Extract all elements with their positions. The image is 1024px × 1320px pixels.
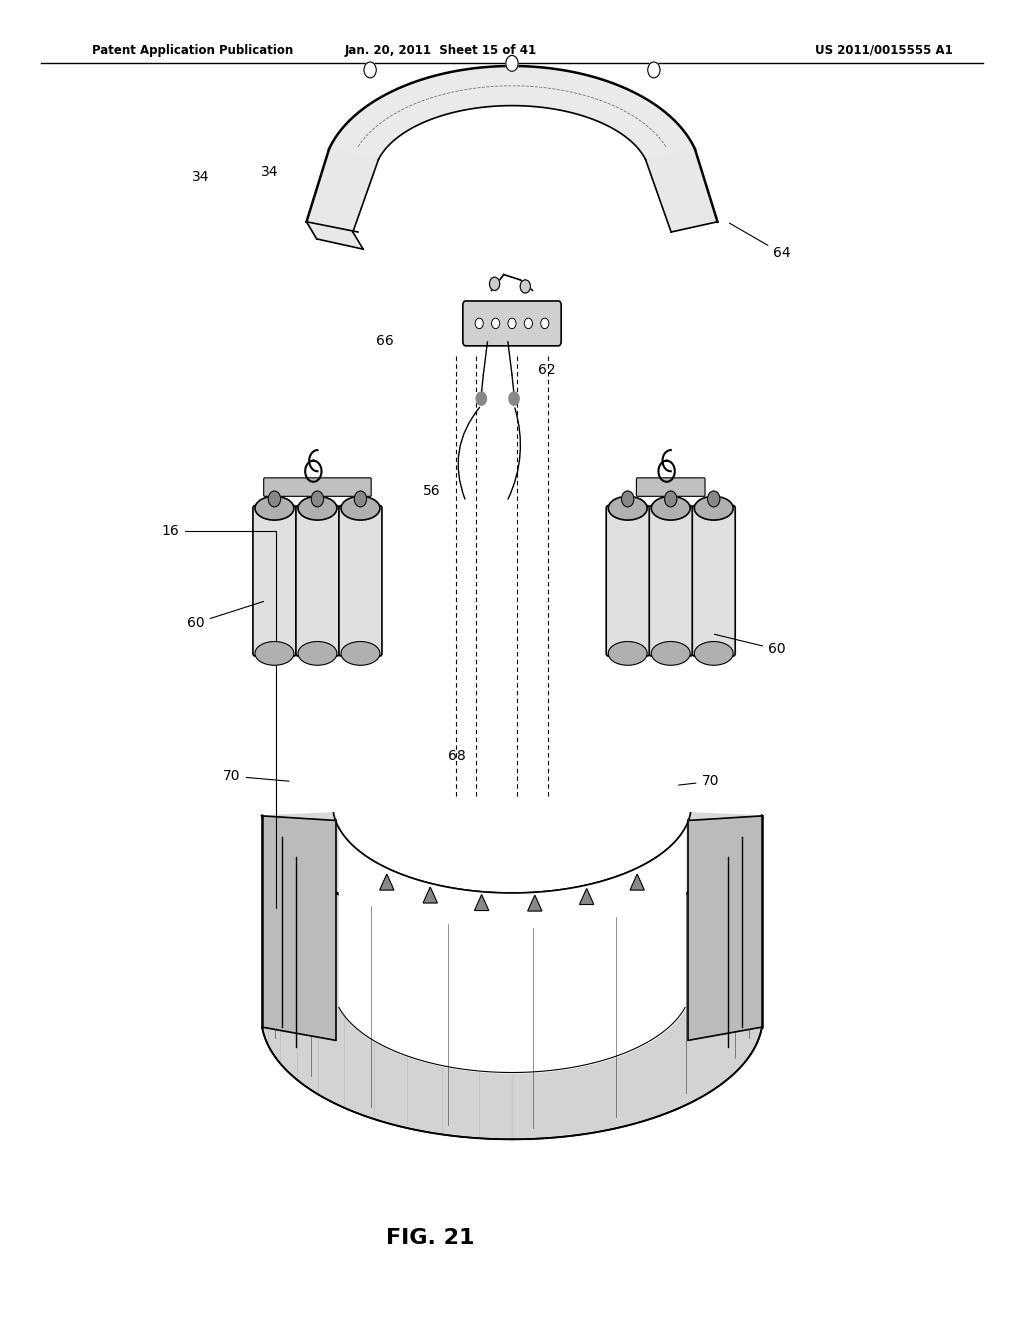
Ellipse shape xyxy=(694,642,733,665)
Circle shape xyxy=(648,62,660,78)
Circle shape xyxy=(492,318,500,329)
Polygon shape xyxy=(329,66,695,160)
Circle shape xyxy=(508,318,516,329)
Text: 62: 62 xyxy=(538,363,555,376)
Ellipse shape xyxy=(651,642,690,665)
Circle shape xyxy=(506,55,518,71)
Ellipse shape xyxy=(651,496,690,520)
Text: 34: 34 xyxy=(261,165,279,178)
Ellipse shape xyxy=(608,642,647,665)
Ellipse shape xyxy=(341,496,380,520)
Polygon shape xyxy=(688,816,762,1040)
Circle shape xyxy=(268,491,281,507)
Circle shape xyxy=(489,277,500,290)
Text: Patent Application Publication: Patent Application Publication xyxy=(92,44,294,57)
Circle shape xyxy=(524,318,532,329)
Polygon shape xyxy=(306,149,379,232)
Polygon shape xyxy=(306,222,358,248)
Ellipse shape xyxy=(255,642,294,665)
Ellipse shape xyxy=(608,496,647,520)
Text: 56: 56 xyxy=(423,484,440,498)
Text: 68: 68 xyxy=(449,750,466,763)
FancyBboxPatch shape xyxy=(296,506,339,656)
Text: 70: 70 xyxy=(223,770,289,783)
Text: 34: 34 xyxy=(193,170,210,183)
Text: FIG. 21: FIG. 21 xyxy=(386,1228,474,1249)
Polygon shape xyxy=(262,816,336,1040)
Text: 64: 64 xyxy=(729,223,791,260)
Circle shape xyxy=(708,491,720,507)
Circle shape xyxy=(622,491,634,507)
FancyBboxPatch shape xyxy=(264,478,371,496)
FancyBboxPatch shape xyxy=(636,478,706,496)
Text: 66: 66 xyxy=(377,334,394,347)
Ellipse shape xyxy=(341,642,380,665)
Ellipse shape xyxy=(255,496,294,520)
Circle shape xyxy=(311,491,324,507)
Text: 70: 70 xyxy=(679,775,719,788)
Circle shape xyxy=(520,280,530,293)
Circle shape xyxy=(541,318,549,329)
Text: 60: 60 xyxy=(187,602,263,630)
Circle shape xyxy=(476,392,486,405)
Ellipse shape xyxy=(298,496,337,520)
FancyBboxPatch shape xyxy=(339,506,382,656)
Circle shape xyxy=(354,491,367,507)
Polygon shape xyxy=(645,149,718,232)
Text: US 2011/0015555 A1: US 2011/0015555 A1 xyxy=(814,44,952,57)
FancyBboxPatch shape xyxy=(463,301,561,346)
FancyBboxPatch shape xyxy=(649,506,692,656)
Polygon shape xyxy=(262,813,762,928)
FancyBboxPatch shape xyxy=(606,506,649,656)
Text: Jan. 20, 2011  Sheet 15 of 41: Jan. 20, 2011 Sheet 15 of 41 xyxy=(344,44,537,57)
Text: 16: 16 xyxy=(162,524,276,908)
Ellipse shape xyxy=(694,496,733,520)
Ellipse shape xyxy=(298,642,337,665)
Circle shape xyxy=(509,392,519,405)
Circle shape xyxy=(364,62,376,78)
Circle shape xyxy=(475,318,483,329)
Text: 60: 60 xyxy=(715,634,785,656)
FancyBboxPatch shape xyxy=(253,506,296,656)
FancyBboxPatch shape xyxy=(692,506,735,656)
Circle shape xyxy=(665,491,677,507)
